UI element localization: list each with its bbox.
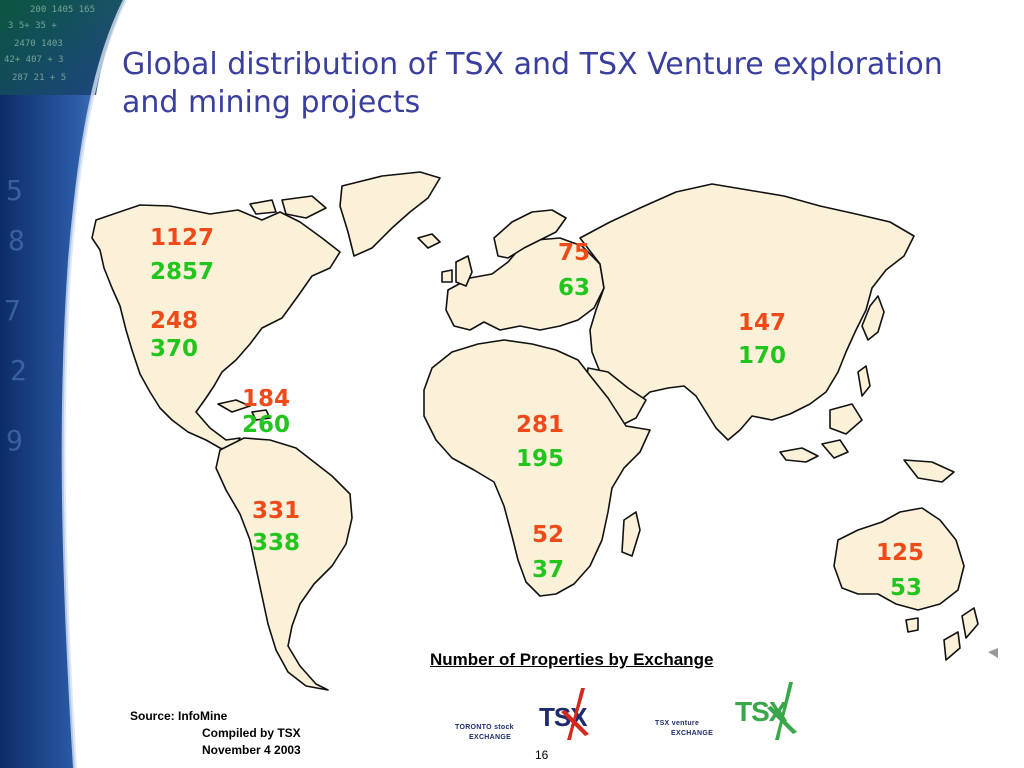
arctic-island-shape (281, 195, 327, 219)
svg-text:2: 2 (10, 354, 27, 387)
slide-title: Global distribution of TSX and TSX Ventu… (122, 47, 943, 120)
africa-tsx-count: 281 (516, 412, 565, 438)
compiled-by-line: Compiled by TSX (202, 726, 301, 740)
canada-venture-count: 2857 (150, 259, 215, 285)
page-number: 16 (535, 748, 549, 762)
north-america-shape (91, 204, 341, 453)
asia-tsx-count: 147 (738, 310, 787, 336)
southern-africa-tsx-count: 52 (532, 522, 565, 548)
usa-tsx-count: 248 (150, 308, 199, 334)
svg-text:3 5+ 35 +: 3 5+ 35 + (8, 21, 57, 31)
africa-shape (423, 339, 651, 597)
tsx-logo-swoosh-icon (561, 688, 589, 740)
central-america-tsx-count: 184 (242, 386, 291, 412)
arctic-island-shape (249, 199, 277, 215)
caribbean-shape (217, 399, 251, 413)
new-zealand-shape (943, 631, 961, 661)
madagascar-shape (621, 511, 641, 557)
caribbean-shape (251, 409, 271, 421)
africa-venture-count: 195 (516, 446, 565, 472)
australia-tsx-count: 125 (876, 540, 925, 566)
southern-africa-venture-count: 37 (532, 557, 565, 583)
date-line: November 4 2003 (202, 743, 301, 757)
europe-venture-count: 63 (558, 275, 591, 301)
britain-shape (455, 255, 473, 287)
source-line: Source: InfoMine (130, 709, 228, 723)
new-zealand-shape (961, 607, 979, 639)
tsx-logo-line1: TORONTO stock (455, 724, 514, 731)
tsx-logo: TORONTO stock EXCHANGE TSX (455, 684, 605, 748)
south-america-venture-count: 338 (252, 530, 301, 556)
map-caption: Number of Properties by Exchange (430, 650, 714, 669)
south-america-shape (215, 437, 353, 691)
europe-tsx-count: 75 (558, 240, 591, 266)
svg-text:42+ 407 + 3: 42+ 407 + 3 (4, 55, 64, 65)
scandinavia-shape (493, 209, 567, 259)
usa-venture-count: 370 (150, 336, 199, 362)
svg-text:8: 8 (8, 224, 25, 257)
europe-shape (445, 237, 605, 331)
canada-tsx-count: 1127 (150, 225, 215, 251)
japan-shape (861, 295, 885, 341)
svg-text:9: 9 (6, 424, 23, 457)
australia-venture-count: 53 (890, 575, 923, 601)
venture-logo-line2: EXCHANGE (671, 730, 714, 737)
svg-text:200 1405 165: 200 1405 165 (30, 5, 95, 15)
tasmania-shape (905, 617, 919, 633)
venture-logo-swoosh-icon (767, 682, 797, 740)
new-guinea-shape (903, 459, 955, 483)
svg-text:7: 7 (4, 294, 21, 327)
svg-text:2470 1403: 2470 1403 (14, 39, 63, 49)
borneo-shape (829, 403, 863, 435)
venture-logo-mark: TSX (735, 696, 787, 727)
greenland-shape (339, 171, 441, 257)
asia-venture-count: 170 (738, 343, 787, 369)
source-note: Source: InfoMine Compiled by TSX Novembe… (130, 708, 301, 759)
south-america-tsx-count: 331 (252, 498, 301, 524)
tsx-venture-logo: TSX venture EXCHANGE TSX (655, 680, 810, 746)
australia-shape (833, 507, 965, 611)
iceland-shape (417, 233, 441, 249)
indonesia-shape (779, 447, 819, 463)
ireland-shape (441, 269, 453, 283)
tsx-logo-line2: EXCHANGE (469, 734, 512, 741)
svg-text:287 21 + 5: 287 21 + 5 (12, 73, 66, 83)
indonesia-shape (821, 439, 849, 459)
svg-text:5: 5 (6, 174, 23, 207)
central-america-venture-count: 260 (242, 412, 291, 438)
venture-logo-line1: TSX venture (655, 720, 700, 727)
philippines-shape (857, 365, 871, 397)
